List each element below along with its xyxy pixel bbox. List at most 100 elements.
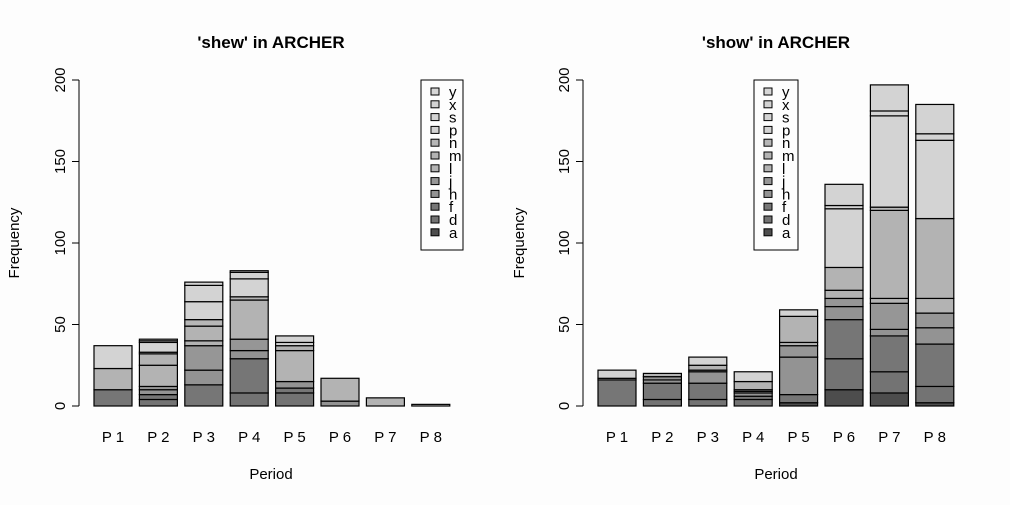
legend-swatch-x	[763, 100, 773, 109]
bar-segment-h	[824, 305, 864, 321]
legend-swatch-p	[763, 125, 773, 134]
bar-segment-l	[320, 377, 360, 402]
bar-segment-d	[138, 398, 178, 407]
bar-segment-j	[824, 297, 864, 308]
legend-label-h: h	[782, 186, 790, 203]
legend-swatch-f	[430, 202, 440, 211]
bar-segment-f	[688, 382, 728, 401]
bar-stack-6	[824, 183, 864, 407]
bar-segment-l	[642, 372, 683, 378]
bar-segment-h	[275, 380, 315, 389]
bar-segment-s	[915, 133, 955, 141]
bar-stack-5	[778, 309, 819, 407]
legend-swatch-f	[763, 202, 773, 211]
legend-label-d: d	[782, 212, 790, 229]
bar-stack-6	[320, 377, 360, 407]
bar-segment-s	[229, 271, 269, 280]
legend-swatch-l	[430, 164, 440, 173]
bar-segment-d	[824, 358, 864, 391]
x-tick-label: P 2	[651, 429, 673, 446]
bar-segment-f	[184, 384, 224, 407]
bar-segment-d	[733, 398, 773, 407]
y-tick-label: 100	[556, 230, 573, 255]
bar-segment-f	[93, 389, 133, 407]
x-tick-label: P 8	[924, 429, 946, 446]
legend-swatch-j	[430, 177, 440, 186]
bar-segment-m	[824, 266, 864, 291]
bar-segment-m	[138, 353, 178, 366]
chart-title: 'show' in ARCHER	[702, 33, 850, 52]
bar-segment-x	[869, 84, 910, 112]
x-tick-label: P 7	[374, 429, 396, 446]
bar-segment-h	[915, 327, 955, 345]
bar-segment-f	[778, 393, 819, 404]
bar-segment-p	[93, 345, 133, 370]
bar-segment-h	[778, 356, 819, 396]
bar-segment-l	[365, 397, 405, 407]
bar-stack-5	[275, 335, 315, 407]
y-tick-label: 200	[52, 67, 69, 92]
y-tick-label: 50	[52, 316, 69, 333]
bar-segment-x	[229, 270, 269, 273]
bar-segment-l	[869, 297, 910, 304]
bar-segment-l	[184, 340, 224, 347]
bar-segment-a	[869, 392, 910, 407]
bar-segment-l	[229, 299, 269, 340]
legend-label-y: y	[782, 84, 790, 101]
legend-label-n: n	[782, 135, 790, 152]
y-tick-label: 150	[52, 149, 69, 174]
x-axis-label: Period	[754, 466, 797, 483]
x-tick-label: P 5	[787, 429, 809, 446]
legend-label-y: y	[449, 84, 457, 101]
x-tick-label: P 5	[283, 429, 305, 446]
bar-stack-4	[229, 270, 269, 407]
chart-title: 'shew' in ARCHER	[197, 33, 344, 52]
x-tick-label: P 6	[833, 429, 855, 446]
legend-label-a: a	[449, 225, 458, 242]
bar-segment-j	[915, 312, 955, 329]
bar-stack-7	[869, 84, 910, 407]
bar-segment-d	[642, 398, 683, 407]
legend-swatch-d	[430, 215, 440, 224]
bar-stack-8	[411, 403, 451, 407]
bar-stack-8	[915, 103, 955, 407]
bar-segment-d	[229, 392, 269, 407]
y-tick-label: 100	[52, 230, 69, 255]
bar-segment-m	[275, 345, 315, 352]
legend-swatch-y	[430, 87, 440, 96]
bar-segment-h	[229, 349, 269, 360]
bar-segment-h	[688, 371, 728, 384]
x-tick-label: P 8	[420, 429, 442, 446]
bar-segment-f	[915, 343, 955, 388]
bar-segment-x	[824, 183, 864, 207]
bar-segment-h	[138, 389, 178, 396]
legend-label-p: p	[449, 122, 457, 139]
bar-segment-p	[733, 371, 773, 383]
bar-segment-f	[229, 358, 269, 394]
bar-segment-j	[184, 345, 224, 371]
bar-segment-l	[688, 364, 728, 371]
legend-swatch-s	[430, 113, 440, 122]
bar-segment-l	[824, 289, 864, 300]
bar-stack-3	[688, 356, 728, 407]
legend-label-l: l	[782, 161, 785, 178]
bar-segment-s	[869, 110, 910, 117]
y-tick-label: 50	[556, 316, 573, 333]
bar-segment-p	[138, 341, 178, 353]
legend-swatch-x	[430, 100, 440, 109]
legend-label-m: m	[449, 148, 462, 165]
bar-segment-d	[869, 371, 910, 394]
bar-segment-h	[320, 400, 360, 407]
bar-segment-p	[184, 301, 224, 321]
bar-segment-p	[597, 369, 637, 379]
bar-segment-p	[824, 208, 864, 269]
bar-segment-m	[869, 209, 910, 300]
bar-segment-p	[869, 115, 910, 208]
legend-swatch-j	[763, 177, 773, 186]
legend-swatch-n	[763, 138, 773, 147]
legend-swatch-m	[763, 151, 773, 160]
legend-label-x: x	[782, 97, 790, 114]
bar-segment-l	[138, 364, 178, 388]
shew-chart-panel: 'shew' in ARCHER Period Frequency 0 50 100…	[6, 33, 464, 483]
